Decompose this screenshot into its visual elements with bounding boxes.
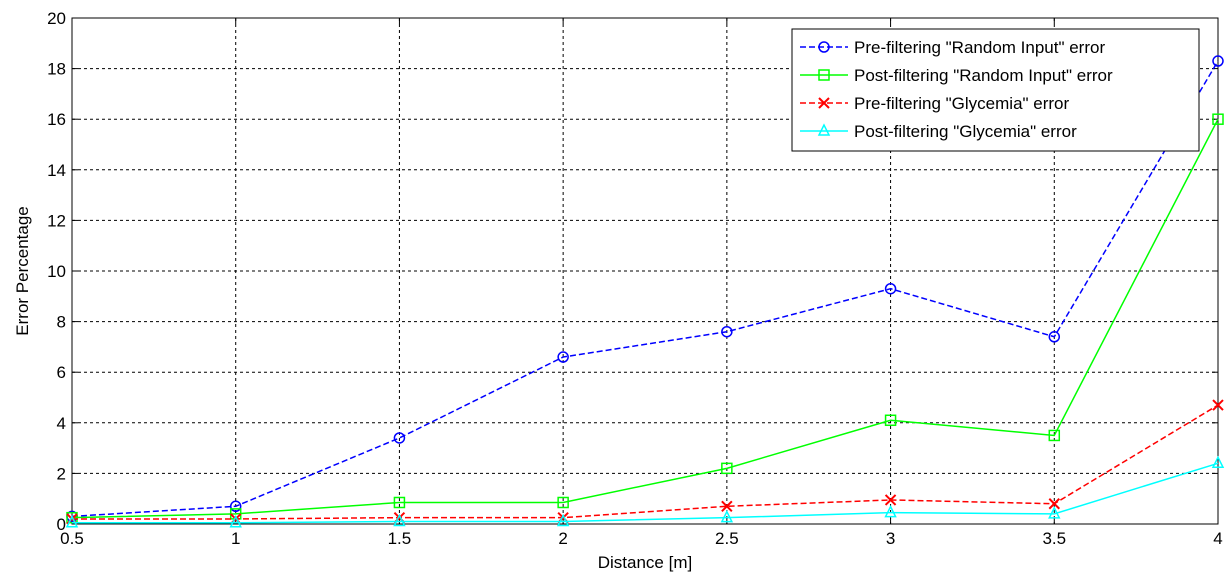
series-1-line xyxy=(71,60,1219,518)
series-3-point xyxy=(1048,498,1060,510)
y-tick-label: 18 xyxy=(47,60,66,79)
series-2-point xyxy=(1048,429,1061,442)
series-4 xyxy=(65,455,1225,528)
x-tick-label: 1 xyxy=(231,529,240,548)
x-tick-label: 3 xyxy=(886,529,895,548)
series-1-point xyxy=(721,325,733,338)
series-3-point xyxy=(1212,399,1224,411)
x-tick-label: 4 xyxy=(1213,529,1222,548)
y-tick-label: 16 xyxy=(47,110,66,129)
series-2 xyxy=(66,113,1224,524)
series-3-point xyxy=(884,494,897,506)
series-4-point xyxy=(65,515,79,528)
y-tick-label: 10 xyxy=(47,262,66,281)
legend-entry-label: Pre-filtering "Glycemia" error xyxy=(854,94,1070,113)
y-tick-label: 20 xyxy=(47,9,66,28)
series-1-point xyxy=(1048,331,1061,343)
legend-marker xyxy=(818,41,830,53)
series-2-point xyxy=(557,496,569,509)
x-tick-label: 2 xyxy=(558,529,567,548)
legend: Pre-filtering "Random Input" error Post-f… xyxy=(791,28,1200,152)
legend-entry-label: Post-filtering "Random Input" error xyxy=(854,66,1113,85)
x-tick-label: 3.5 xyxy=(1042,529,1066,548)
series-4-line xyxy=(72,462,1219,524)
series-2-point xyxy=(393,496,406,509)
series-4-point xyxy=(1048,506,1061,519)
series-4-point xyxy=(884,504,897,518)
y-axis-label: Error Percentage xyxy=(13,206,32,335)
y-tick-label: 4 xyxy=(57,414,66,433)
series-2-point xyxy=(1212,113,1224,125)
y-tick-label: 2 xyxy=(57,464,66,483)
series-2-line xyxy=(71,118,1219,519)
series-2-point xyxy=(884,414,897,427)
x-tick-label: 2.5 xyxy=(715,529,739,548)
grid-lines xyxy=(72,18,1218,524)
legend-entry-label: Post-filtering "Glycemia" error xyxy=(854,122,1077,141)
series-1-point xyxy=(557,351,569,363)
series-1 xyxy=(66,55,1224,523)
series-1-point xyxy=(393,432,406,444)
series-4-point xyxy=(1211,455,1225,469)
series-4-point xyxy=(720,509,734,523)
x-tick-label: 1.5 xyxy=(388,529,412,548)
legend-marker xyxy=(818,97,830,109)
legend-marker xyxy=(817,123,831,136)
y-tick-label: 8 xyxy=(57,313,66,332)
series-4-point xyxy=(393,513,406,527)
legend-marker xyxy=(818,69,830,81)
series-4-point xyxy=(229,515,242,528)
legend-entry-label: Pre-filtering "Random Input" error xyxy=(854,38,1105,57)
data-series xyxy=(65,55,1225,528)
series-3-point xyxy=(721,500,733,512)
series-4-point xyxy=(556,513,570,527)
x-axis-label: Distance [m] xyxy=(598,553,692,572)
y-tick-label: 0 xyxy=(57,515,66,534)
y-tick-label: 6 xyxy=(57,363,66,382)
series-1-point xyxy=(884,282,897,295)
series-2-point xyxy=(721,462,733,475)
series-1-point xyxy=(1212,55,1224,67)
x-tick-label: 0.5 xyxy=(60,529,84,548)
series-1-point xyxy=(229,500,242,513)
y-tick-label: 12 xyxy=(47,211,66,230)
legend-box xyxy=(791,28,1200,152)
series-3-line xyxy=(72,404,1219,520)
y-tick-label: 14 xyxy=(47,161,66,180)
